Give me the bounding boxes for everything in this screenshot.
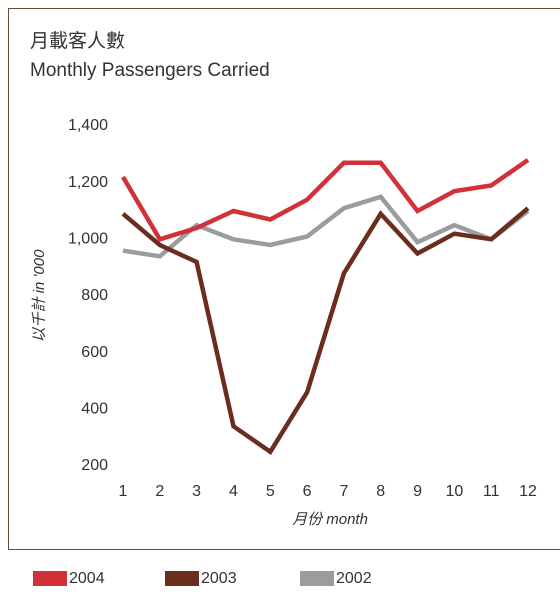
x-tick-label: 6	[303, 483, 312, 500]
x-tick-label: 11	[483, 483, 500, 500]
x-tick-label: 8	[376, 483, 385, 500]
legend-label: 2003	[201, 570, 237, 587]
x-tick-label: 3	[192, 483, 201, 500]
chart-subtitle: Monthly Passengers Carried	[30, 60, 270, 81]
x-tick-label: 1	[119, 483, 128, 500]
x-tick-label: 7	[339, 483, 348, 500]
x-tick-label: 2	[155, 483, 164, 500]
legend-swatch	[165, 571, 199, 586]
legend-label: 2002	[336, 570, 372, 587]
y-tick-label: 800	[81, 287, 108, 304]
legend-label: 2004	[69, 570, 105, 587]
y-tick-label: 1,000	[68, 231, 108, 248]
line-series	[123, 160, 528, 239]
x-tick-label: 5	[266, 483, 275, 500]
line-series	[123, 208, 528, 452]
y-tick-label: 400	[81, 401, 108, 418]
x-axis-label: 月份 month	[292, 511, 368, 528]
x-tick-label: 10	[445, 483, 463, 500]
y-tick-label: 600	[81, 344, 108, 361]
x-tick-label: 12	[519, 483, 537, 500]
chart-title: 月載客人數	[30, 30, 125, 52]
legend-swatch	[300, 571, 334, 586]
y-axis-label: 以千計 in '000	[31, 249, 48, 343]
y-tick-label: 200	[81, 457, 108, 474]
x-tick-label: 4	[229, 483, 238, 500]
x-tick-label: 9	[413, 483, 422, 500]
y-tick-label: 1,200	[68, 174, 108, 191]
y-tick-label: 1,400	[68, 117, 108, 134]
line-series	[123, 197, 528, 256]
legend-swatch	[33, 571, 67, 586]
